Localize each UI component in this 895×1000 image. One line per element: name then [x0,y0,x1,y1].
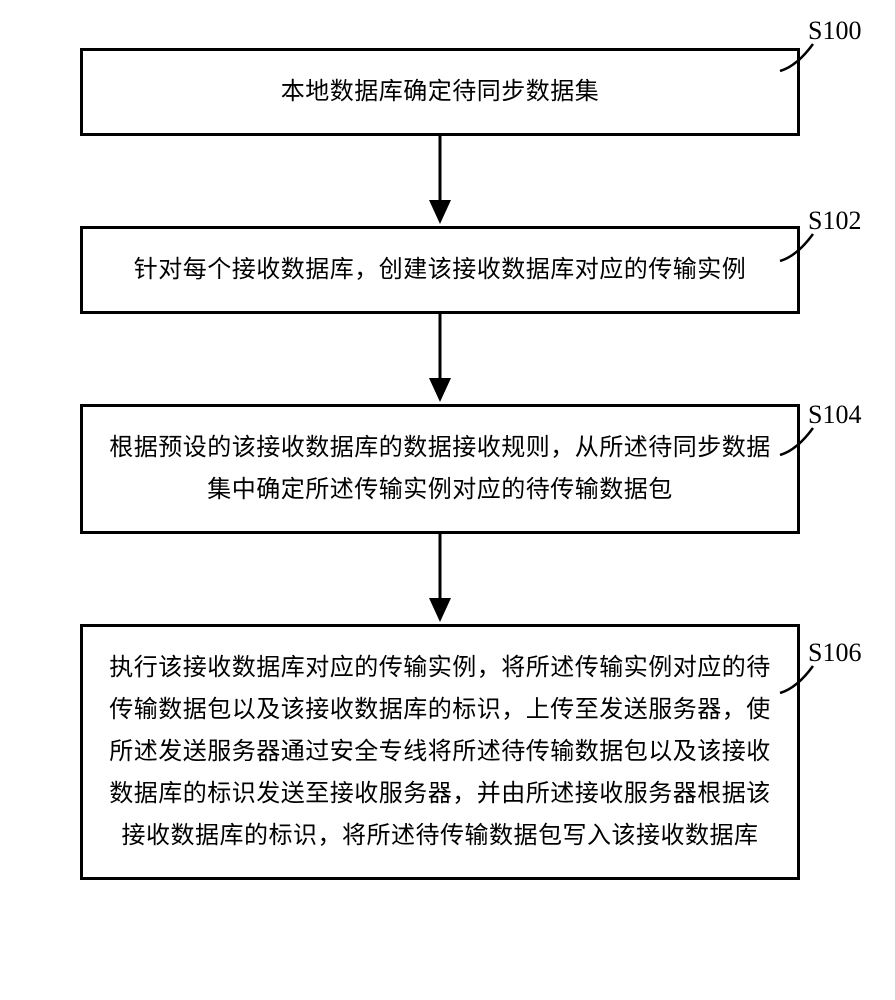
flowchart-container: 本地数据库确定待同步数据集 针对每个接收数据库，创建该接收数据库对应的传输实例 … [60,48,820,880]
corner-tick-icon [779,232,819,262]
step-text: 执行该接收数据库对应的传输实例，将所述传输实例对应的待传输数据包以及该接收数据库… [107,647,773,857]
corner-tick-icon [779,664,819,694]
step-text: 本地数据库确定待同步数据集 [281,71,600,113]
corner-tick-icon [779,426,819,456]
arrow-icon [60,136,820,226]
step-text: 针对每个接收数据库，创建该接收数据库对应的传输实例 [134,249,747,291]
step-text: 根据预设的该接收数据库的数据接收规则，从所述待同步数据集中确定所述传输实例对应的… [107,427,773,511]
step-s100: 本地数据库确定待同步数据集 [80,48,800,136]
step-s102: 针对每个接收数据库，创建该接收数据库对应的传输实例 [80,226,800,314]
step-s106: 执行该接收数据库对应的传输实例，将所述传输实例对应的待传输数据包以及该接收数据库… [80,624,800,880]
arrow-icon [60,534,820,624]
corner-tick-icon [779,42,819,72]
step-s104: 根据预设的该接收数据库的数据接收规则，从所述待同步数据集中确定所述传输实例对应的… [80,404,800,534]
arrow-icon [60,314,820,404]
